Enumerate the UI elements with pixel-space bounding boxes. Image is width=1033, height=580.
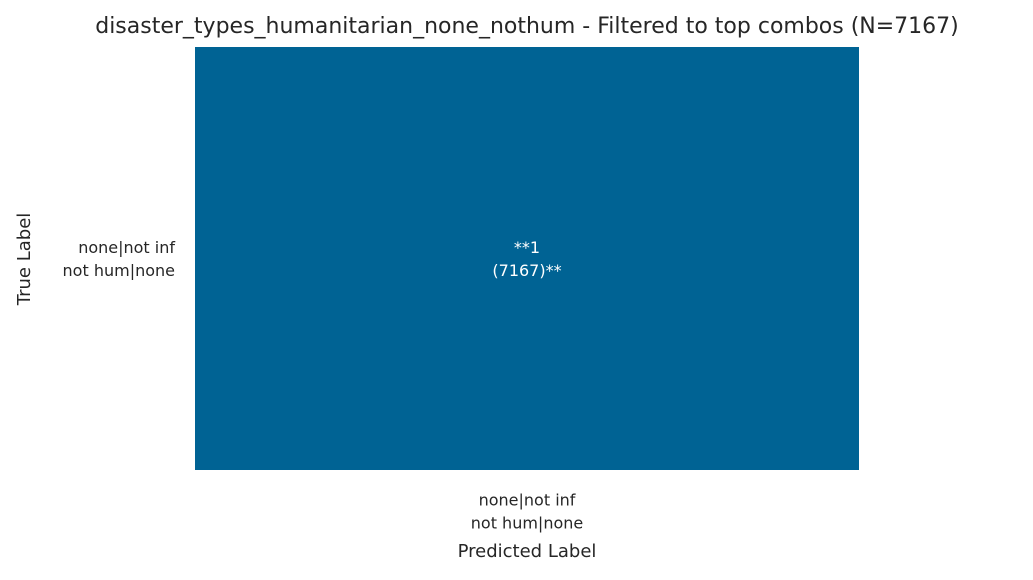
heatmap-cell-labels: **1 (7167)** [492,238,561,280]
y-tick-label-line: none|not inf [78,238,175,257]
y-axis-label: True Label [14,213,35,307]
y-axis-ticks: none|not inf not hum|none [63,238,176,280]
cell-value-label-line: **1 [514,238,540,257]
x-axis-ticks: none|not inf not hum|none [471,491,583,533]
cell-value-label: **1 (7167)** [492,238,561,280]
x-tick-label-line: none|not inf [479,491,576,510]
heatmap-cells [195,47,859,470]
heatmap-cell [195,47,859,470]
cell-value-label-line: (7167)** [492,261,561,280]
x-tick-label-line: not hum|none [471,514,583,533]
x-axis-label: Predicted Label [458,541,597,562]
chart-title: disaster_types_humanitarian_none_nothum … [95,14,959,39]
y-tick-label-line: not hum|none [63,261,175,280]
y-tick-label: none|not inf not hum|none [63,238,176,280]
x-tick-label: none|not inf not hum|none [471,491,583,533]
